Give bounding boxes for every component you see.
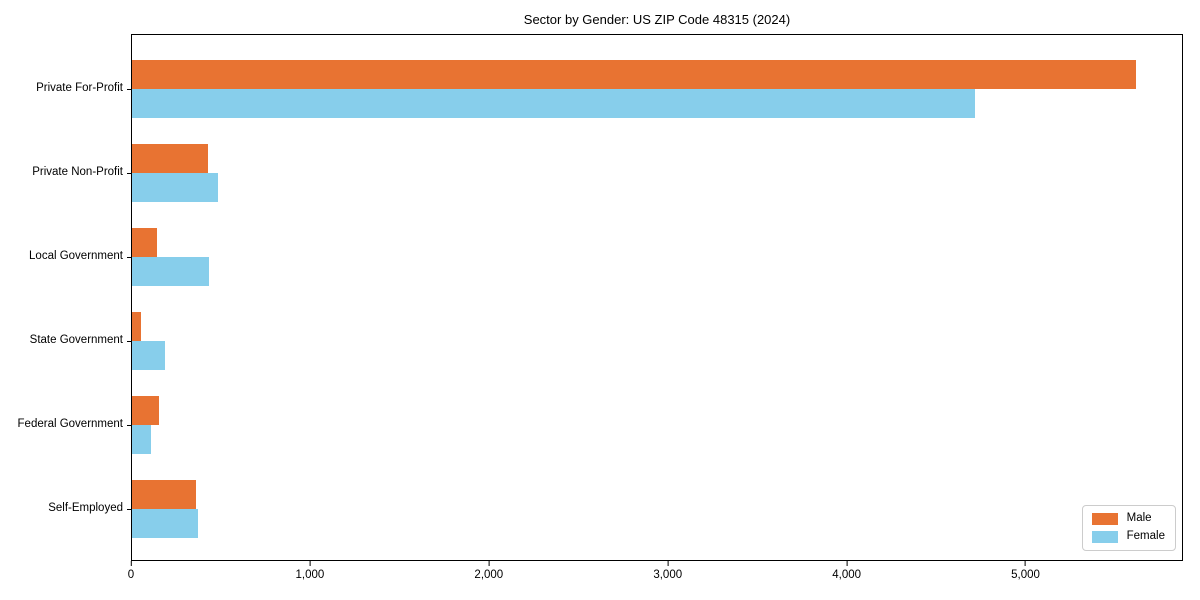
legend-item-female: Female bbox=[1091, 530, 1165, 543]
y-tick-mark bbox=[127, 89, 132, 90]
bar-male-private-for-profit bbox=[132, 59, 1136, 89]
x-tick: 1,000 bbox=[295, 561, 325, 581]
bar-male-federal-government bbox=[132, 395, 159, 425]
x-tick: 2,000 bbox=[474, 561, 503, 581]
bar-female-local-government bbox=[132, 257, 209, 287]
x-tick: 5,000 bbox=[1011, 561, 1040, 581]
x-tick-mark bbox=[846, 561, 848, 566]
plot-area: Male Female bbox=[127, 34, 1183, 561]
y-tick-mark bbox=[127, 257, 132, 258]
x-tick-label: 1,000 bbox=[295, 569, 325, 581]
x-axis: 0 1,000 2,000 3,000 4,000 5,000 bbox=[128, 561, 1183, 591]
x-tick-label: 4,000 bbox=[832, 569, 862, 581]
bar-male-private-non-profit bbox=[132, 143, 209, 173]
y-tick-label: Federal Government bbox=[17, 418, 123, 430]
x-tick: 4,000 bbox=[832, 561, 861, 581]
x-tick-mark bbox=[309, 561, 311, 566]
bar-male-local-government bbox=[132, 227, 158, 257]
bar-female-private-non-profit bbox=[132, 173, 218, 203]
x-tick: 3,000 bbox=[653, 561, 682, 581]
y-tick-mark bbox=[127, 425, 132, 426]
y-tick-label: Local Government bbox=[29, 250, 123, 262]
x-tick-label: 2,000 bbox=[474, 569, 504, 581]
bar-female-state-government bbox=[132, 341, 166, 371]
x-tick-label: 3,000 bbox=[653, 569, 683, 581]
bar-male-state-government bbox=[132, 311, 141, 341]
x-tick-label: 0 bbox=[127, 569, 135, 581]
x-tick-mark bbox=[488, 561, 490, 566]
y-tick-label: Private Non-Profit bbox=[32, 166, 123, 178]
bar-female-federal-government bbox=[132, 425, 151, 455]
x-tick-label: 5,000 bbox=[1011, 569, 1040, 581]
y-tick-mark bbox=[127, 173, 132, 174]
y-axis-labels: Private For-Profit Private Non-Profit Loca… bbox=[0, 34, 123, 561]
legend: Male Female bbox=[1081, 505, 1176, 551]
legend-label-male: Male bbox=[1126, 512, 1152, 525]
legend-item-male: Male bbox=[1091, 512, 1165, 525]
legend-swatch-female bbox=[1091, 531, 1118, 543]
x-tick-mark bbox=[1025, 561, 1027, 566]
bar-male-self-employed bbox=[132, 479, 196, 509]
y-tick-label: Private For-Profit bbox=[36, 82, 123, 94]
y-tick-label: State Government bbox=[29, 334, 123, 346]
chart-title: Sector by Gender: US ZIP Code 48315 (202… bbox=[523, 12, 791, 27]
x-tick: 0 bbox=[128, 561, 134, 581]
x-tick-mark bbox=[130, 561, 132, 566]
y-tick-label: Self-Employed bbox=[48, 502, 123, 514]
y-tick-mark bbox=[127, 509, 132, 510]
legend-label-female: Female bbox=[1126, 530, 1165, 543]
bar-female-self-employed bbox=[132, 509, 199, 539]
x-tick-mark bbox=[667, 561, 669, 566]
bar-female-private-for-profit bbox=[132, 89, 975, 119]
y-tick-mark bbox=[127, 341, 132, 342]
legend-swatch-male bbox=[1091, 513, 1118, 525]
